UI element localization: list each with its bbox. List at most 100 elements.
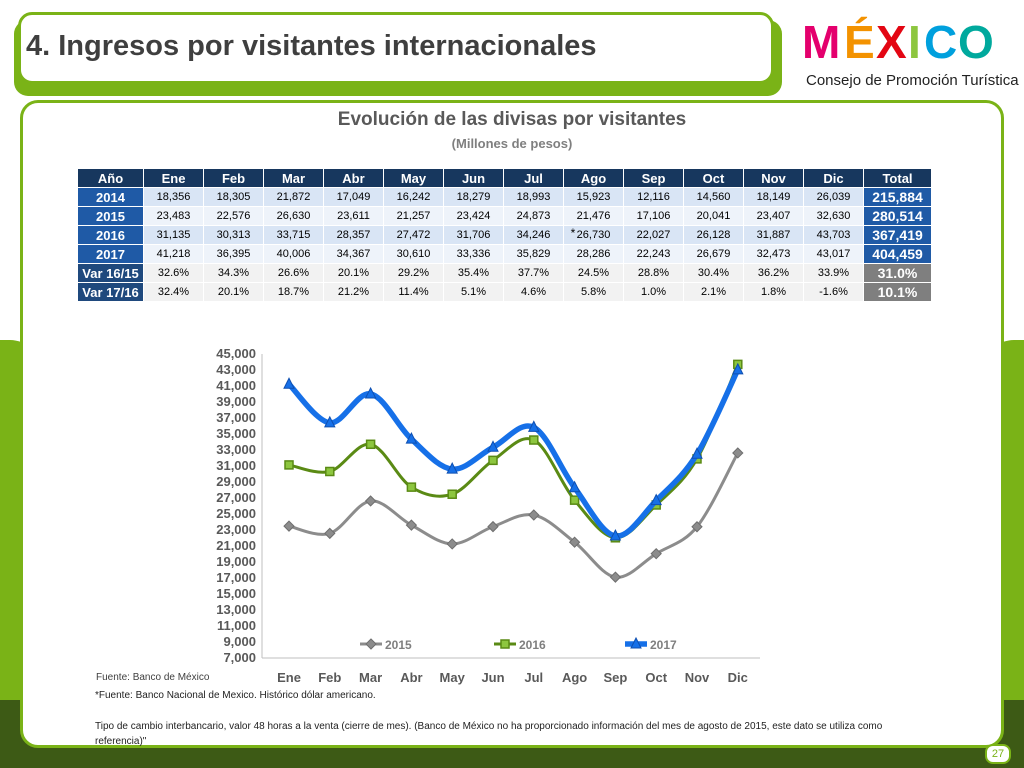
table-cell: 23,407	[743, 206, 804, 226]
table-cell: 43,017	[803, 244, 864, 264]
data-point-2017	[323, 415, 336, 428]
table-cell: 18.7%	[263, 282, 324, 302]
data-point-2017	[568, 480, 581, 493]
table-cell: 22,576	[203, 206, 264, 226]
mexico-logo: M É X I C O	[802, 16, 994, 68]
row-label: Var 17/16	[77, 282, 144, 302]
row-total: 404,459	[863, 244, 932, 264]
table-cell: * 26,730	[563, 225, 624, 245]
table-cell: 26,128	[683, 225, 744, 245]
table-cell: 34,246	[503, 225, 564, 245]
table-cell: 37.7%	[503, 263, 564, 283]
y-tick-label: 35,000	[216, 426, 256, 441]
table-cell: 21,257	[383, 206, 444, 226]
column-header: Ene	[143, 168, 204, 188]
data-point-2015	[283, 520, 295, 532]
data-point-2015	[691, 521, 703, 533]
table-cell: 41,218	[143, 244, 204, 264]
x-tick-label: Dic	[728, 670, 748, 685]
table-cell: 29.2%	[383, 263, 444, 283]
source-note: *Fuente: Banco Nacional de Mexico. Histó…	[95, 690, 376, 701]
logo-subtitle: Consejo de Promoción Turística	[806, 72, 1019, 89]
row-label: Var 16/15	[77, 263, 144, 283]
table-cell: 18,993	[503, 187, 564, 207]
page-title: 4. Ingresos por visitantes internacional…	[26, 30, 597, 62]
table-cell: 30.4%	[683, 263, 744, 283]
data-point-2015	[732, 447, 744, 459]
table-cell: 18,305	[203, 187, 264, 207]
svg-text:C: C	[924, 16, 957, 68]
table-cell: 28,357	[323, 225, 384, 245]
y-tick-label: 9,000	[223, 634, 256, 649]
chart-source: Fuente: Banco de México	[96, 672, 210, 683]
table-cell: 33,336	[443, 244, 504, 264]
data-point-2017	[405, 431, 418, 444]
row-total: 215,884	[863, 187, 932, 207]
y-tick-label: 37,000	[216, 410, 256, 425]
column-header: Jun	[443, 168, 504, 188]
table-cell: 1.8%	[743, 282, 804, 302]
table-body: 2014 18,356 18,305 21,872 17,049 16,242 18,279…	[77, 187, 932, 302]
table-cell: 32.6%	[143, 263, 204, 283]
svg-text:O: O	[958, 16, 994, 68]
table-cell: 4.6%	[503, 282, 564, 302]
table-cell: 35.4%	[443, 263, 504, 283]
column-header: Ago	[563, 168, 624, 188]
table-cell: 34,367	[323, 244, 384, 264]
y-tick-label: 27,000	[216, 490, 256, 505]
exchange-note: Tipo de cambio interbancario, valor 48 h…	[95, 721, 883, 747]
table-cell: 24,873	[503, 206, 564, 226]
legend-marker-2015	[365, 638, 377, 650]
table-cell: 33,715	[263, 225, 324, 245]
column-header: Sep	[623, 168, 684, 188]
table-cell: 26,039	[803, 187, 864, 207]
y-tick-label: 45,000	[216, 346, 256, 361]
data-point-2017	[527, 420, 540, 432]
y-tick-label: 23,000	[216, 522, 256, 537]
svg-text:M: M	[802, 16, 840, 68]
table-cell: 23,424	[443, 206, 504, 226]
table-cell: 20.1%	[203, 282, 264, 302]
data-point-2015	[487, 520, 499, 533]
data-point-2015	[446, 538, 458, 550]
legend-marker-2017	[630, 636, 642, 649]
row-label: 2014	[77, 187, 144, 207]
table-cell: 22,027	[623, 225, 684, 245]
y-tick-label: 7,000	[223, 650, 256, 665]
y-tick-label: 31,000	[216, 458, 256, 473]
table-cell: 30,610	[383, 244, 444, 264]
table-cell: 32,630	[803, 206, 864, 226]
table-header-row: Año Ene Feb Mar Abr May Jun Jul Ago Sep Oct Nov Dic T…	[77, 168, 932, 188]
data-point-2015	[324, 527, 336, 540]
x-tick-label: Feb	[318, 670, 341, 685]
data-point-2017	[487, 440, 499, 452]
y-tick-label: 39,000	[216, 394, 256, 409]
table-cell: 40,006	[263, 244, 324, 264]
column-header: Total	[863, 168, 932, 188]
data-point-2015	[405, 519, 418, 531]
data-point-2017	[691, 447, 703, 459]
column-header: Oct	[683, 168, 744, 188]
data-point-2017	[364, 386, 377, 399]
variation-row: Var 17/16 32.4% 20.1% 18.7% 21.2% 11.4% 5.1% 4.…	[77, 282, 932, 302]
table-cell: 14,560	[683, 187, 744, 207]
table-cell: 30,313	[203, 225, 264, 245]
table-cell: 27,472	[383, 225, 444, 245]
x-tick-label: Jun	[481, 670, 504, 685]
y-tick-label: 19,000	[216, 554, 256, 569]
column-header: May	[383, 168, 444, 188]
table-cell: 31,706	[443, 225, 504, 245]
x-tick-label: Mar	[359, 670, 382, 685]
column-header: Nov	[743, 168, 804, 188]
row-total: 367,419	[863, 225, 932, 245]
chart-subtitle: (Millones de pesos)	[451, 136, 573, 151]
table-cell: 21,476	[563, 206, 624, 226]
y-tick-label: 29,000	[216, 474, 256, 489]
data-point-2017	[609, 528, 622, 541]
table-cell: 17,106	[623, 206, 684, 226]
chart-title: Evolución de las divisas por visitantes	[337, 109, 687, 130]
revenue-table: Año Ene Feb Mar Abr May Jun Jul Ago Sep Oct Nov Dic T…	[77, 168, 932, 302]
table-cell: 2.1%	[683, 282, 744, 302]
data-point-2015	[364, 495, 377, 507]
